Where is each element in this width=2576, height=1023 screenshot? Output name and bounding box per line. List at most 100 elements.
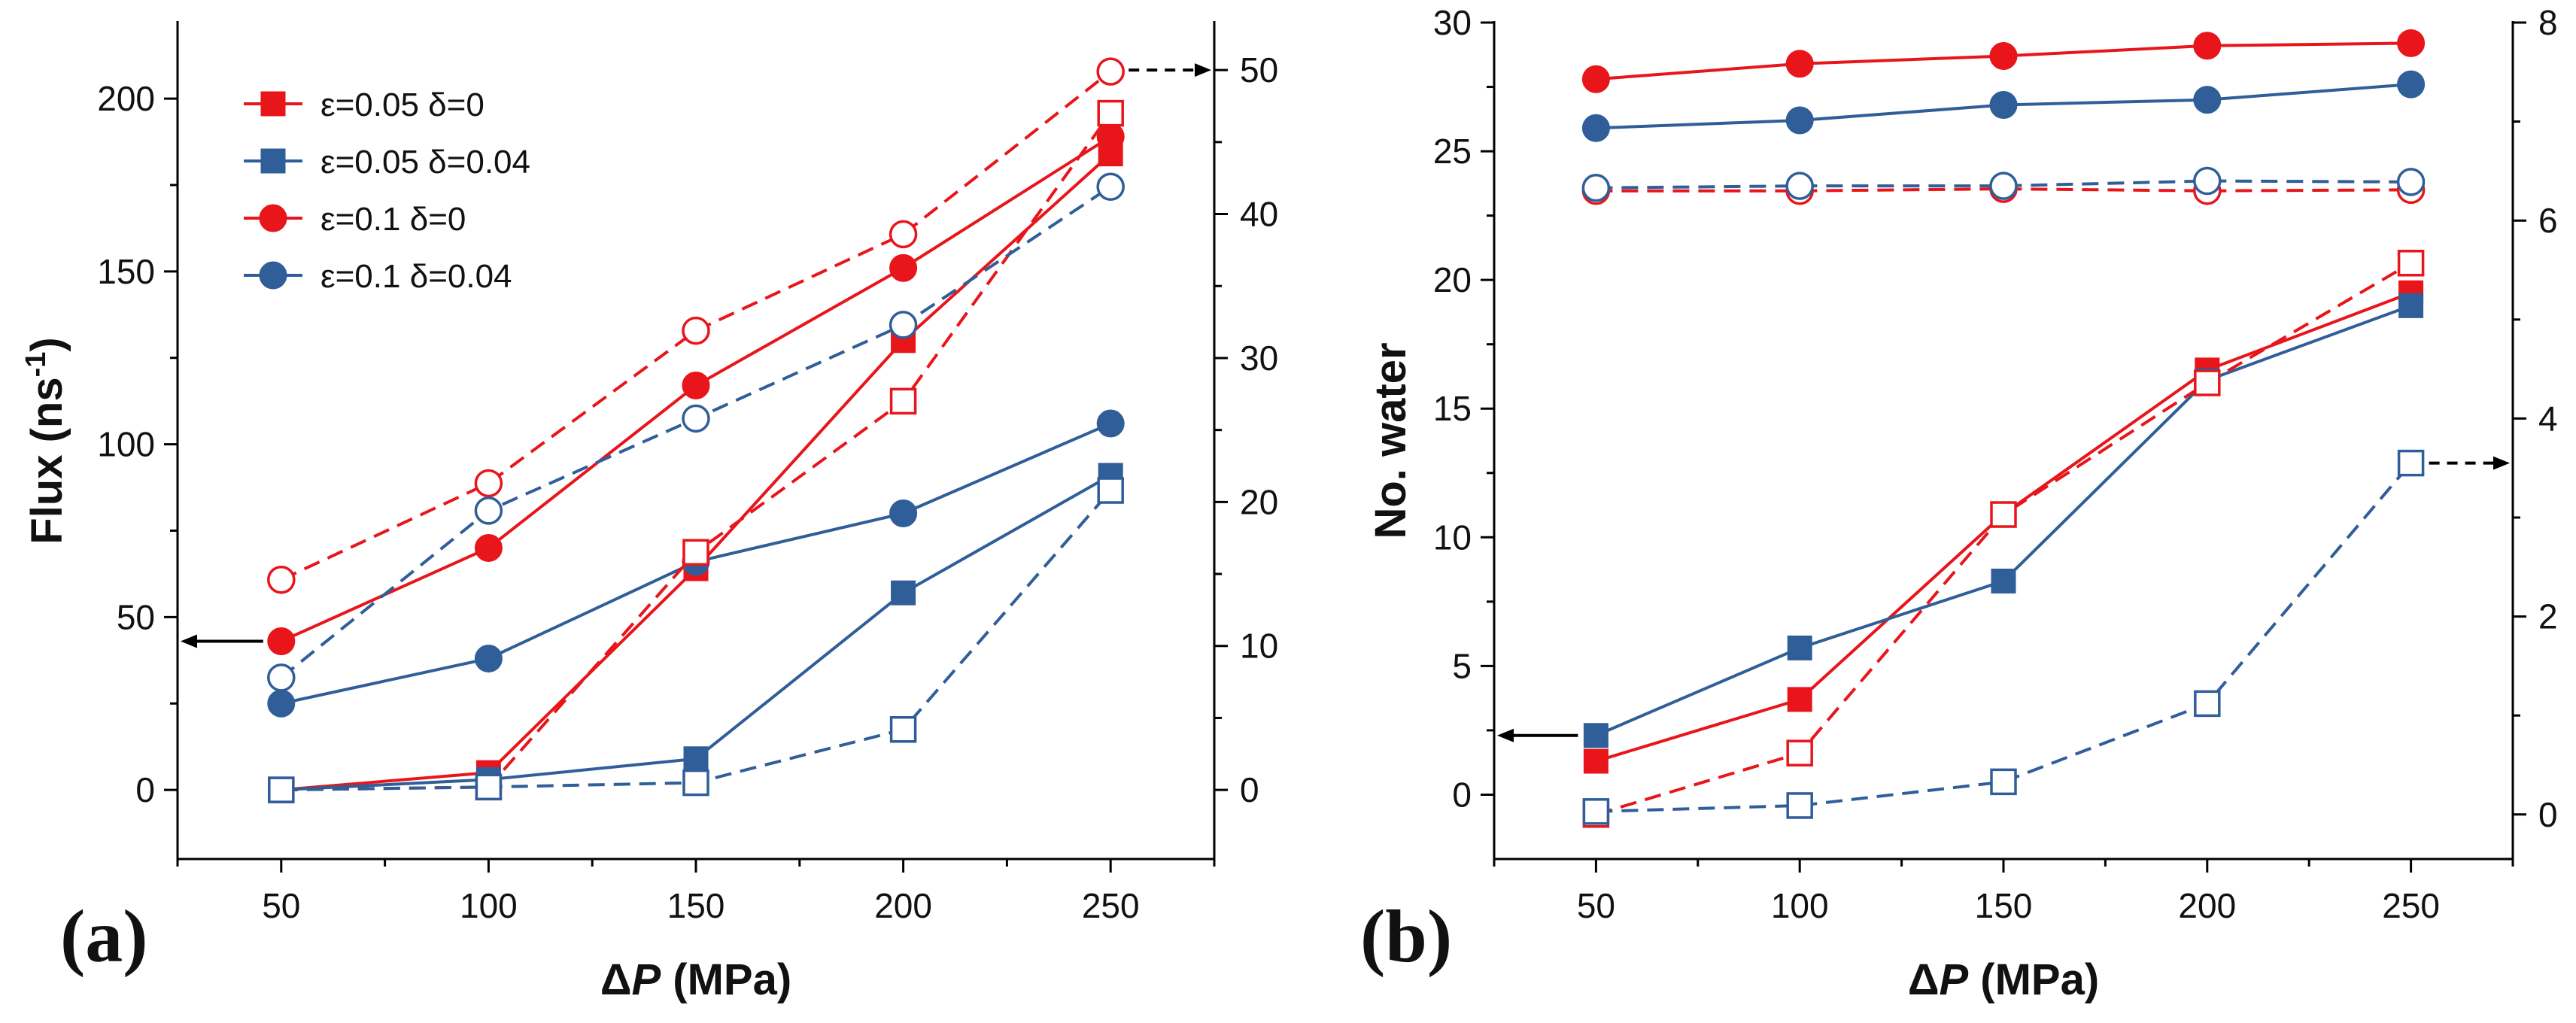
data-point-6-1 [1582, 798, 1610, 825]
data-point-5-3 [1990, 501, 2017, 528]
data-point-5-4 [889, 387, 917, 415]
y2-tick-label: 2 [2538, 597, 2558, 636]
x-label-unit: (MPa) [1968, 955, 2099, 1004]
data-point-3-4 [889, 253, 918, 282]
x-tick-label: 150 [667, 886, 725, 925]
data-point-7-3 [682, 316, 710, 345]
data-point-3-2 [1785, 50, 1814, 78]
data-point-2-4 [891, 580, 916, 606]
series-line-5 [1595, 262, 2412, 816]
y-label-close: ) [23, 337, 71, 351]
data-point-6-3 [1990, 768, 2017, 796]
x-axis-label: ΔP (MPa) [1908, 955, 2099, 1004]
data-point-4-5 [2397, 70, 2426, 99]
data-point-8-4 [889, 311, 918, 339]
chart-panel-b: 50 100 150 200 250 0 5 10 15 20 25 30 0 2 4 6 8 ΔP (MPa) N… [1360, 3, 2558, 1004]
legend-label-2: ε=0.05 δ=0.04 [320, 144, 530, 181]
data-point-6-4 [2194, 690, 2221, 718]
panel-label: (b) [1360, 894, 1452, 978]
y-axis-label: Flux (ns-1) [20, 337, 71, 544]
data-point-4-4 [889, 499, 918, 527]
x-label-unit: (MPa) [661, 955, 791, 1004]
y2-tick-label: 50 [1240, 50, 1278, 90]
x-tick-label: 250 [1082, 886, 1140, 925]
data-point-1-1 [1583, 748, 1608, 774]
data-point-4-1 [1581, 114, 1610, 142]
data-point-3-4 [2193, 32, 2222, 60]
data-point-6-3 [682, 769, 709, 797]
legend-label-3: ε=0.1 δ=0 [320, 201, 466, 238]
y-tick-label: 50 [117, 597, 155, 636]
data-point-8-4 [2193, 166, 2222, 196]
x-label-delta: Δ [1908, 955, 1940, 1004]
data-point-7-1 [267, 565, 296, 594]
data-point-2-2 [1787, 635, 1812, 660]
y-tick-label: 25 [1433, 132, 1472, 171]
data-point-5-2 [1786, 739, 1813, 766]
series-line-8 [1596, 179, 2411, 190]
x-tick-label: 250 [2382, 886, 2440, 925]
data-point-2-1 [1583, 723, 1608, 748]
chart-panel-a: 50 100 150 200 250 0 50 100 150 200 0 10 20 30 40 50 ΔP … [20, 21, 1278, 1004]
y-label-base: Flux (ns [23, 377, 71, 544]
data-point-5-5 [1097, 99, 1124, 127]
data-point-6-5 [1097, 477, 1124, 504]
y2-tick-label: 20 [1240, 482, 1278, 521]
data-point-6-1 [268, 776, 295, 803]
y-tick-label: 100 [97, 425, 155, 464]
data-point-3-3 [682, 371, 710, 399]
data-point-3-3 [1989, 41, 2018, 70]
data-point-8-3 [1989, 172, 2018, 200]
y2-tick-label: 0 [1240, 770, 1259, 809]
data-point-2-3 [683, 746, 709, 772]
legend-marker-4 [259, 261, 287, 290]
data-point-7-2 [474, 469, 503, 498]
y-tick-label: 0 [135, 770, 155, 809]
y2-tick-label: 4 [2538, 399, 2558, 438]
x-tick-label: 200 [2178, 886, 2236, 925]
data-point-1-2 [1787, 687, 1812, 712]
data-point-4-2 [474, 644, 503, 672]
data-point-8-2 [1785, 172, 1814, 200]
data-point-6-5 [2397, 449, 2425, 477]
data-point-6-2 [1786, 792, 1813, 819]
y-tick-label: 200 [97, 79, 155, 118]
series-line-7 [1596, 187, 2411, 193]
data-point-5-5 [2397, 250, 2425, 277]
x-label-var: P [632, 955, 661, 1004]
series-line-1 [281, 153, 1112, 792]
legend-marker-3 [259, 204, 287, 232]
x-label-delta: Δ [600, 955, 632, 1004]
data-point-7-5 [1096, 57, 1125, 86]
y-label-sup: -1 [20, 352, 52, 378]
x-tick-label: 50 [262, 886, 300, 925]
data-point-3-5 [2397, 29, 2426, 57]
data-point-6-4 [889, 715, 917, 743]
y2-tick-label: 0 [2538, 795, 2558, 834]
data-point-5-3 [682, 539, 709, 566]
y-tick-label: 5 [1452, 646, 1472, 685]
data-point-4-2 [1785, 106, 1814, 135]
y-tick-label: 30 [1433, 3, 1472, 42]
x-tick-label: 200 [874, 886, 932, 925]
right-axis-arrowhead [2493, 456, 2510, 470]
data-point-8-5 [1096, 172, 1125, 201]
data-point-8-3 [682, 404, 710, 433]
x-label-var: P [1940, 955, 1969, 1004]
y-tick-label: 10 [1433, 518, 1472, 557]
left-axis-arrowhead [181, 634, 197, 648]
y-axis-label: No. water [1366, 342, 1415, 539]
data-point-4-4 [2193, 86, 2222, 114]
y2-tick-label: 40 [1240, 195, 1278, 234]
data-point-5-4 [2194, 369, 2221, 396]
y-tick-label: 15 [1433, 389, 1472, 428]
legend-marker-1 [260, 91, 286, 117]
data-point-3-1 [267, 627, 296, 656]
y-tick-label: 0 [1452, 775, 1472, 814]
data-point-8-1 [1581, 174, 1611, 202]
y-tick-label: 20 [1433, 260, 1472, 299]
data-point-8-2 [474, 496, 503, 525]
x-tick-label: 50 [1577, 886, 1615, 925]
x-tick-label: 150 [1975, 886, 2033, 925]
